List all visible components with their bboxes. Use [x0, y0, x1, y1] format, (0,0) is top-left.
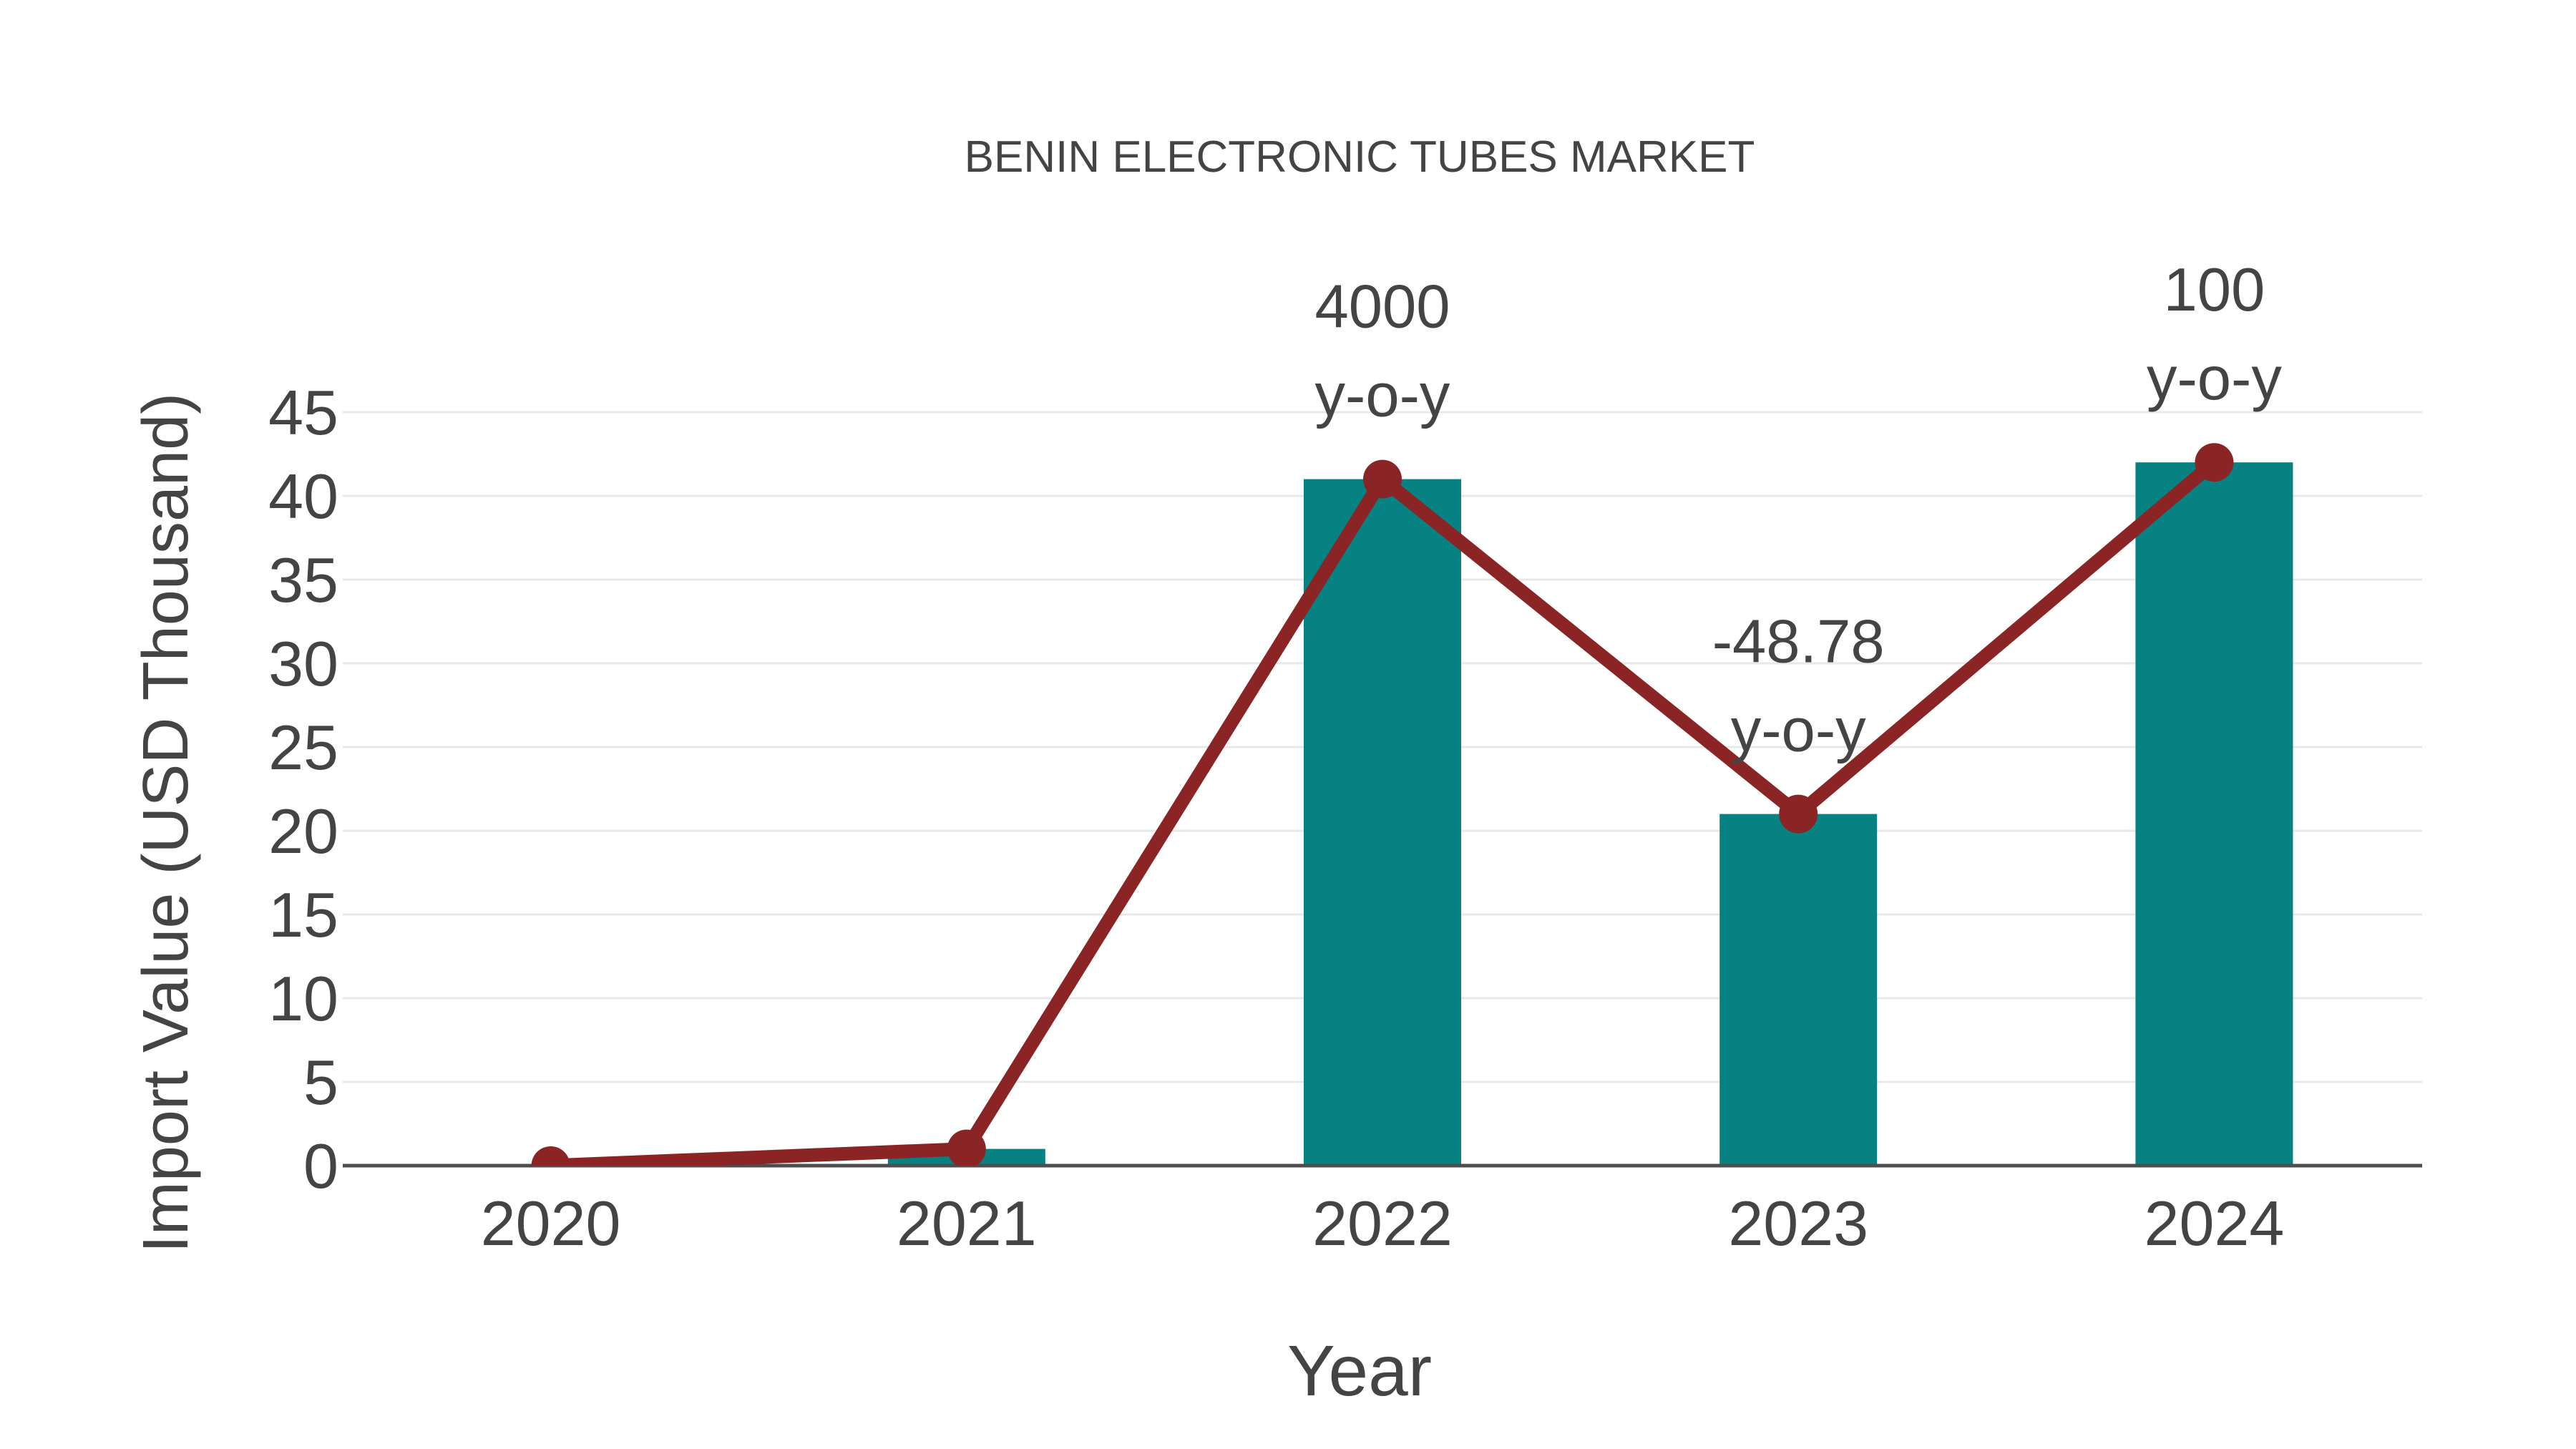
bars-group — [887, 462, 2293, 1166]
y-tick-label: 10 — [268, 963, 338, 1034]
y-tick-label: 0 — [303, 1131, 338, 1201]
y-tick-label: 25 — [268, 712, 338, 783]
annotation-label-2023: y-o-y — [1731, 697, 1866, 765]
chart-title: BENIN ELECTRONIC TUBES MARKET — [965, 132, 1755, 182]
bar-2023 — [1719, 814, 1878, 1166]
x-axis-title: Year — [1287, 1331, 1432, 1411]
annotation-label-2022: y-o-y — [1315, 362, 1450, 430]
line-marker-2023 — [1779, 794, 1818, 834]
annotation-value-2022: 4000 — [1314, 273, 1450, 341]
x-tick-label: 2022 — [1312, 1188, 1453, 1259]
annotations-group: 4000 y-o-y -48.78 y-o-y 100 y-o-y — [1314, 256, 2282, 764]
x-tick-label: 2020 — [481, 1188, 621, 1259]
line-marker-2021 — [947, 1129, 986, 1166]
y-tick-label: 30 — [268, 628, 338, 699]
bar-2022 — [1304, 479, 1461, 1166]
y-tick-label: 45 — [268, 377, 338, 448]
y-tick-label: 20 — [268, 796, 338, 867]
line-marker-2024 — [2195, 443, 2234, 482]
x-tick-label: 2023 — [1728, 1188, 1868, 1259]
y-tick-label: 5 — [303, 1047, 338, 1118]
y-tick-label: 35 — [268, 545, 338, 615]
line-series-group — [531, 443, 2234, 1166]
y-tick-label: 40 — [268, 461, 338, 532]
y-tick-labels-group: 0 5 10 15 20 25 30 35 40 45 — [268, 377, 338, 1201]
annotation-value-2024: 100 — [2163, 256, 2265, 324]
annotation-value-2023: -48.78 — [1712, 608, 1885, 676]
y-tick-label: 15 — [268, 879, 338, 950]
bar-2024 — [2135, 462, 2293, 1166]
annotation-label-2024: y-o-y — [2147, 345, 2282, 413]
line-marker-2020 — [531, 1146, 570, 1166]
line-marker-2022 — [1363, 459, 1402, 499]
y-axis-title: Import Value (USD Thousand) — [130, 393, 202, 1253]
x-tick-label: 2024 — [2145, 1188, 2285, 1259]
x-tick-label: 2021 — [897, 1188, 1037, 1259]
x-tick-labels-group: 2020 2021 2022 2023 2024 — [481, 1188, 2285, 1259]
